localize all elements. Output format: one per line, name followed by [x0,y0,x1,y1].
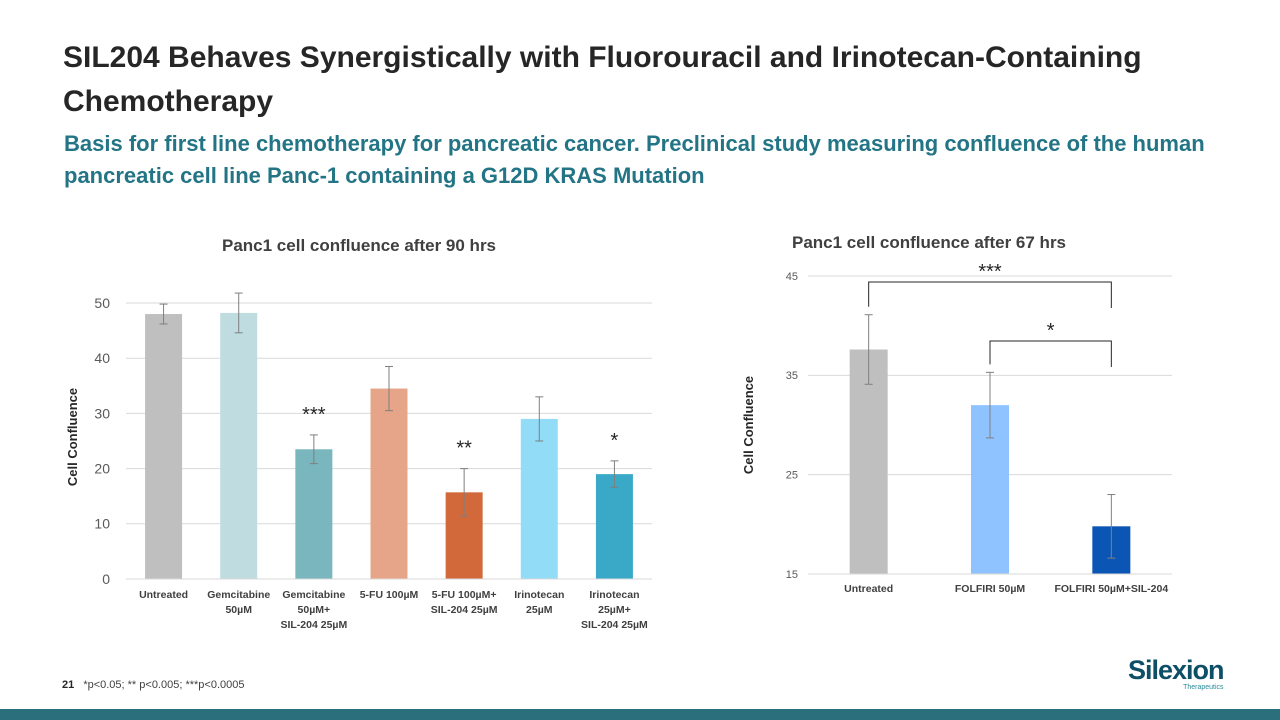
y-axis-label: Cell Confluence [741,376,756,474]
x-tick-label: Gemcitabine [207,589,270,601]
x-tick-label: Irinotecan [589,589,639,601]
x-tick-label: 5-FU 100µM+ [432,589,497,601]
y-tick-label: 20 [94,461,110,477]
chart1-title: Panc1 cell confluence after 90 hrs [222,236,497,255]
chart2-title: Panc1 cell confluence after 67 hrs [792,233,1067,252]
bar [295,449,333,579]
x-tick-label: Untreated [139,589,188,601]
logo-name: Silexion [1128,655,1225,685]
x-tick-label: SIL-204 25µM [280,619,347,631]
bottom-bar [0,709,1280,720]
bar [145,314,183,579]
slide-title: SIL204 Behaves Synergistically with Fluo… [63,41,1142,118]
y-tick-label: 30 [94,405,110,421]
y-tick-label: 50 [94,295,110,311]
bar [220,312,258,579]
y-axis-label: Cell Confluence [65,388,80,486]
x-tick-label: Untreated [844,583,893,595]
y-tick-label: 10 [94,516,110,532]
x-tick-label: 25µM [526,604,553,616]
bar [370,388,408,579]
x-tick-label: SIL-204 25µM [581,619,648,631]
silexion-logo: Silexion Therapeutics [1128,655,1225,692]
y-tick-label: 45 [786,271,798,283]
y-tick-label: 15 [786,569,798,581]
y-tick-label: 25 [786,470,798,482]
footnote: 21 *p<0.05; ** p<0.005; ***p<0.0005 [62,679,244,691]
bar [849,349,888,574]
x-tick-label: FOLFIRI 50µM+SIL-204 [1054,583,1168,595]
x-tick-label: Irinotecan [514,589,564,601]
slide-subtitle: Basis for first line chemotherapy for pa… [64,131,1205,188]
x-tick-label: FOLFIRI 50µM [955,583,1025,595]
significance-bracket [868,281,1112,308]
x-tick-label: 25µM+ [598,604,631,616]
significance-label: * [611,430,619,452]
bar [520,418,558,579]
x-tick-label: 50µM+ [298,604,331,616]
x-tick-label: 50µM [225,604,252,616]
bar [595,474,633,579]
y-tick-label: 0 [102,571,110,587]
significance-label: ** [456,438,472,460]
x-tick-label: Gemcitabine [282,589,345,601]
significance-label: * [1047,320,1055,342]
significance-label: *** [978,261,1002,283]
logo-tagline: Therapeutics [1183,684,1224,691]
significance-label: *** [302,404,326,426]
significance-bracket [989,340,1112,367]
y-tick-label: 35 [786,370,798,382]
x-tick-label: 5-FU 100µM [360,589,419,601]
x-tick-label: SIL-204 25µM [431,604,498,616]
y-tick-label: 40 [94,350,110,366]
significance-legend: *p<0.05; ** p<0.005; ***p<0.0005 [83,679,245,691]
page-number: 21 [62,679,75,691]
